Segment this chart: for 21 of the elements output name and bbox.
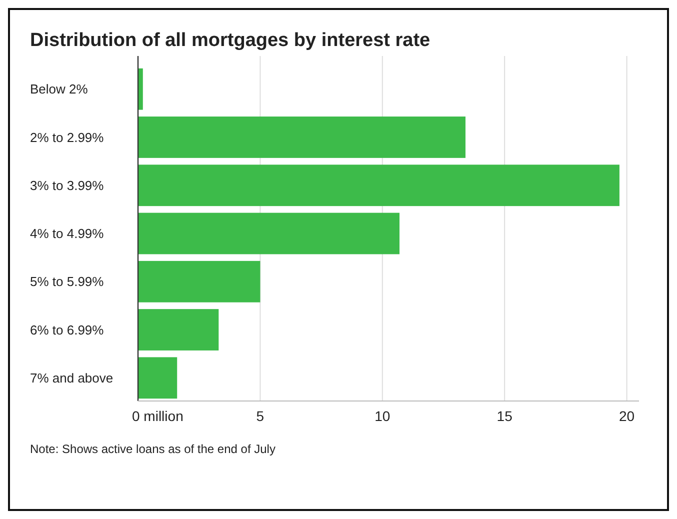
y-tick-label: 3% to 3.99%: [30, 178, 104, 193]
y-tick-label: 6% to 6.99%: [30, 322, 104, 338]
x-tick-label: 15: [496, 408, 513, 424]
y-tick-label: Below 2%: [30, 82, 88, 97]
y-tick-label: 4% to 4.99%: [30, 226, 104, 242]
x-tick-label: 10: [374, 408, 390, 424]
bar: [138, 212, 400, 254]
bar: [138, 260, 260, 302]
x-tick-label: 20: [618, 408, 635, 424]
bar: [138, 116, 466, 158]
chart-title: Distribution of all mortgages by interest rate: [30, 30, 430, 51]
y-tick-label: 2% to 2.99%: [30, 130, 104, 145]
bar: [138, 68, 143, 110]
x-tick-label: 5: [256, 408, 264, 424]
bar: [138, 164, 620, 206]
text: Note: Shows active loans as of the end of July: [30, 442, 276, 456]
y-tick-label: 7% and above: [30, 370, 114, 386]
x-tick-label: 0 million: [132, 408, 184, 424]
y-tick-label: 5% to 5.99%: [30, 274, 104, 290]
bar: [138, 309, 219, 350]
bar: [138, 357, 178, 399]
